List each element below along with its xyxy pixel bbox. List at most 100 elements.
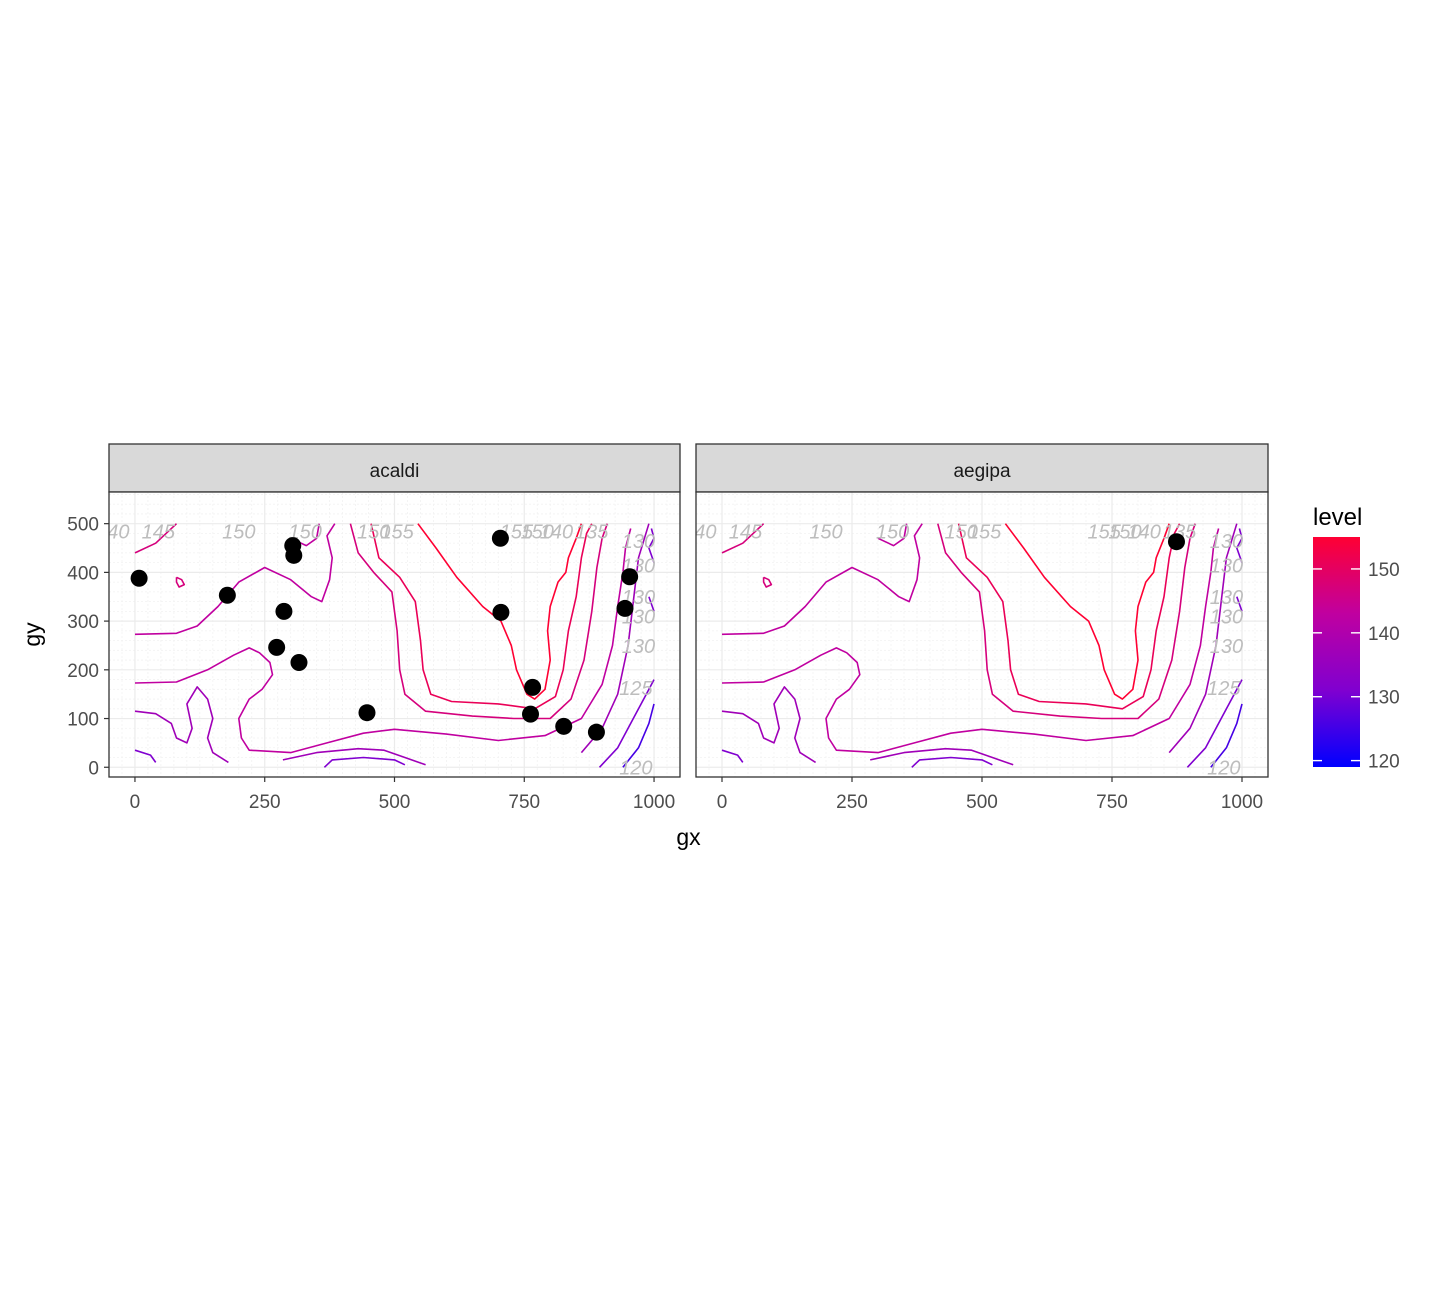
data-point — [358, 704, 376, 722]
legend-tick-label: 120 — [1368, 752, 1400, 773]
contour-line-125 — [1210, 703, 1243, 768]
contour-label: 150 — [357, 521, 390, 543]
y-axis-title: gy — [19, 622, 45, 647]
contour-label: 150 — [521, 521, 554, 543]
contour-line-135 — [134, 686, 229, 764]
y-tick-label: 0 — [88, 758, 99, 779]
contour-label: 155 — [380, 521, 414, 543]
contour-label: 120 — [619, 758, 652, 780]
contour-line-150 — [370, 523, 593, 710]
x-tick-label: 500 — [966, 792, 998, 813]
contour-line-145 — [721, 523, 765, 554]
x-tick-label: 0 — [717, 792, 728, 813]
data-point — [621, 568, 639, 586]
legend: level 120 130 140 150 — [1313, 504, 1400, 773]
data-point — [268, 638, 286, 656]
data-point — [616, 599, 634, 617]
contour-line-155 — [1004, 523, 1170, 700]
x-axis-title: gx — [676, 824, 701, 850]
contour-line-130 — [1236, 596, 1243, 612]
legend-title: level — [1313, 504, 1362, 531]
contour-label: 155 — [968, 521, 1002, 543]
contour-line-130 — [721, 749, 744, 763]
contour-label: 145 — [729, 521, 763, 543]
contour-line-130 — [648, 596, 655, 612]
x-tick-label: 0 — [130, 792, 141, 813]
data-point — [492, 603, 510, 621]
contour-line-130 — [1186, 679, 1243, 768]
strip-label: aegipa — [953, 461, 1010, 482]
x-tick-label: 1000 — [633, 792, 675, 813]
legend-tick-label: 130 — [1368, 688, 1400, 709]
contour-line-130 — [598, 679, 655, 768]
y-axis: 0 100 200 300 400 500 — [67, 515, 109, 779]
contour-label: 140 — [1128, 521, 1161, 543]
contour-label: 130 — [1210, 587, 1243, 609]
contour-line-130 — [323, 756, 406, 768]
strip-background — [108, 443, 681, 493]
contour-line-125 — [622, 703, 655, 768]
contour-label: 150 — [876, 521, 909, 543]
contour-line-135 — [721, 686, 817, 764]
y-tick-label: 100 — [67, 710, 99, 731]
contour-line-140 — [721, 523, 923, 636]
contour-line-145 — [134, 523, 178, 554]
x-tick-label: 750 — [1096, 792, 1128, 813]
contour-line-130 — [1236, 528, 1243, 563]
data-point — [1167, 533, 1185, 551]
contour-line-145 — [762, 576, 773, 588]
contour-line-145 — [937, 523, 1196, 720]
data-point — [491, 529, 509, 547]
x-tick-label: 1000 — [1221, 792, 1263, 813]
contour-line-140 — [134, 523, 336, 636]
contour-label: 130 — [622, 531, 655, 553]
x-tick-label: 250 — [249, 792, 281, 813]
y-tick-label: 200 — [67, 661, 99, 682]
contour-line-130 — [648, 528, 655, 563]
legend-tick-label: 140 — [1368, 624, 1400, 645]
contour-label: 125 — [1207, 678, 1241, 700]
contour-label: 120 — [1207, 758, 1240, 780]
data-point — [587, 723, 605, 741]
contour-label: 150 — [1108, 521, 1141, 543]
data-point — [218, 586, 236, 604]
data-point — [524, 678, 542, 696]
contour-line-130 — [911, 756, 993, 768]
contour-label: 130 — [1210, 531, 1243, 553]
contour-label: 40 — [694, 521, 716, 543]
contour-label: 125 — [619, 678, 653, 700]
data-point — [285, 546, 303, 564]
contour-line-130 — [134, 749, 157, 763]
contour-label: 155 — [1088, 521, 1122, 543]
contour-label: 140 — [540, 521, 573, 543]
contour-line-140 — [877, 523, 908, 547]
x-tick-label: 500 — [379, 792, 411, 813]
contour-line-145 — [175, 576, 186, 588]
strip-label: acaldi — [370, 461, 420, 482]
contour-label: 130 — [1210, 555, 1243, 577]
contour-label: 145 — [142, 521, 176, 543]
contour-label: 150 — [809, 521, 842, 543]
y-tick-label: 500 — [67, 515, 99, 536]
legend-tick-label: 150 — [1368, 560, 1400, 581]
contour-line-140 — [134, 528, 632, 754]
contour-label: 150 — [289, 521, 322, 543]
y-tick-label: 300 — [67, 612, 99, 633]
contour-line-135 — [870, 747, 1014, 766]
data-point — [522, 705, 540, 723]
colorbar — [1313, 537, 1360, 767]
y-tick-label: 400 — [67, 563, 99, 584]
contour-label: 40 — [107, 521, 129, 543]
x-tick-label: 250 — [836, 792, 868, 813]
contour-line-150 — [957, 523, 1181, 710]
contour-label: 130 — [622, 636, 655, 658]
contour-line-145 — [349, 523, 609, 720]
contour-line-135 — [1168, 523, 1238, 754]
data-point — [275, 602, 293, 620]
contour-label: 150 — [945, 521, 978, 543]
data-point — [130, 569, 148, 587]
contour-line-135 — [282, 747, 426, 766]
